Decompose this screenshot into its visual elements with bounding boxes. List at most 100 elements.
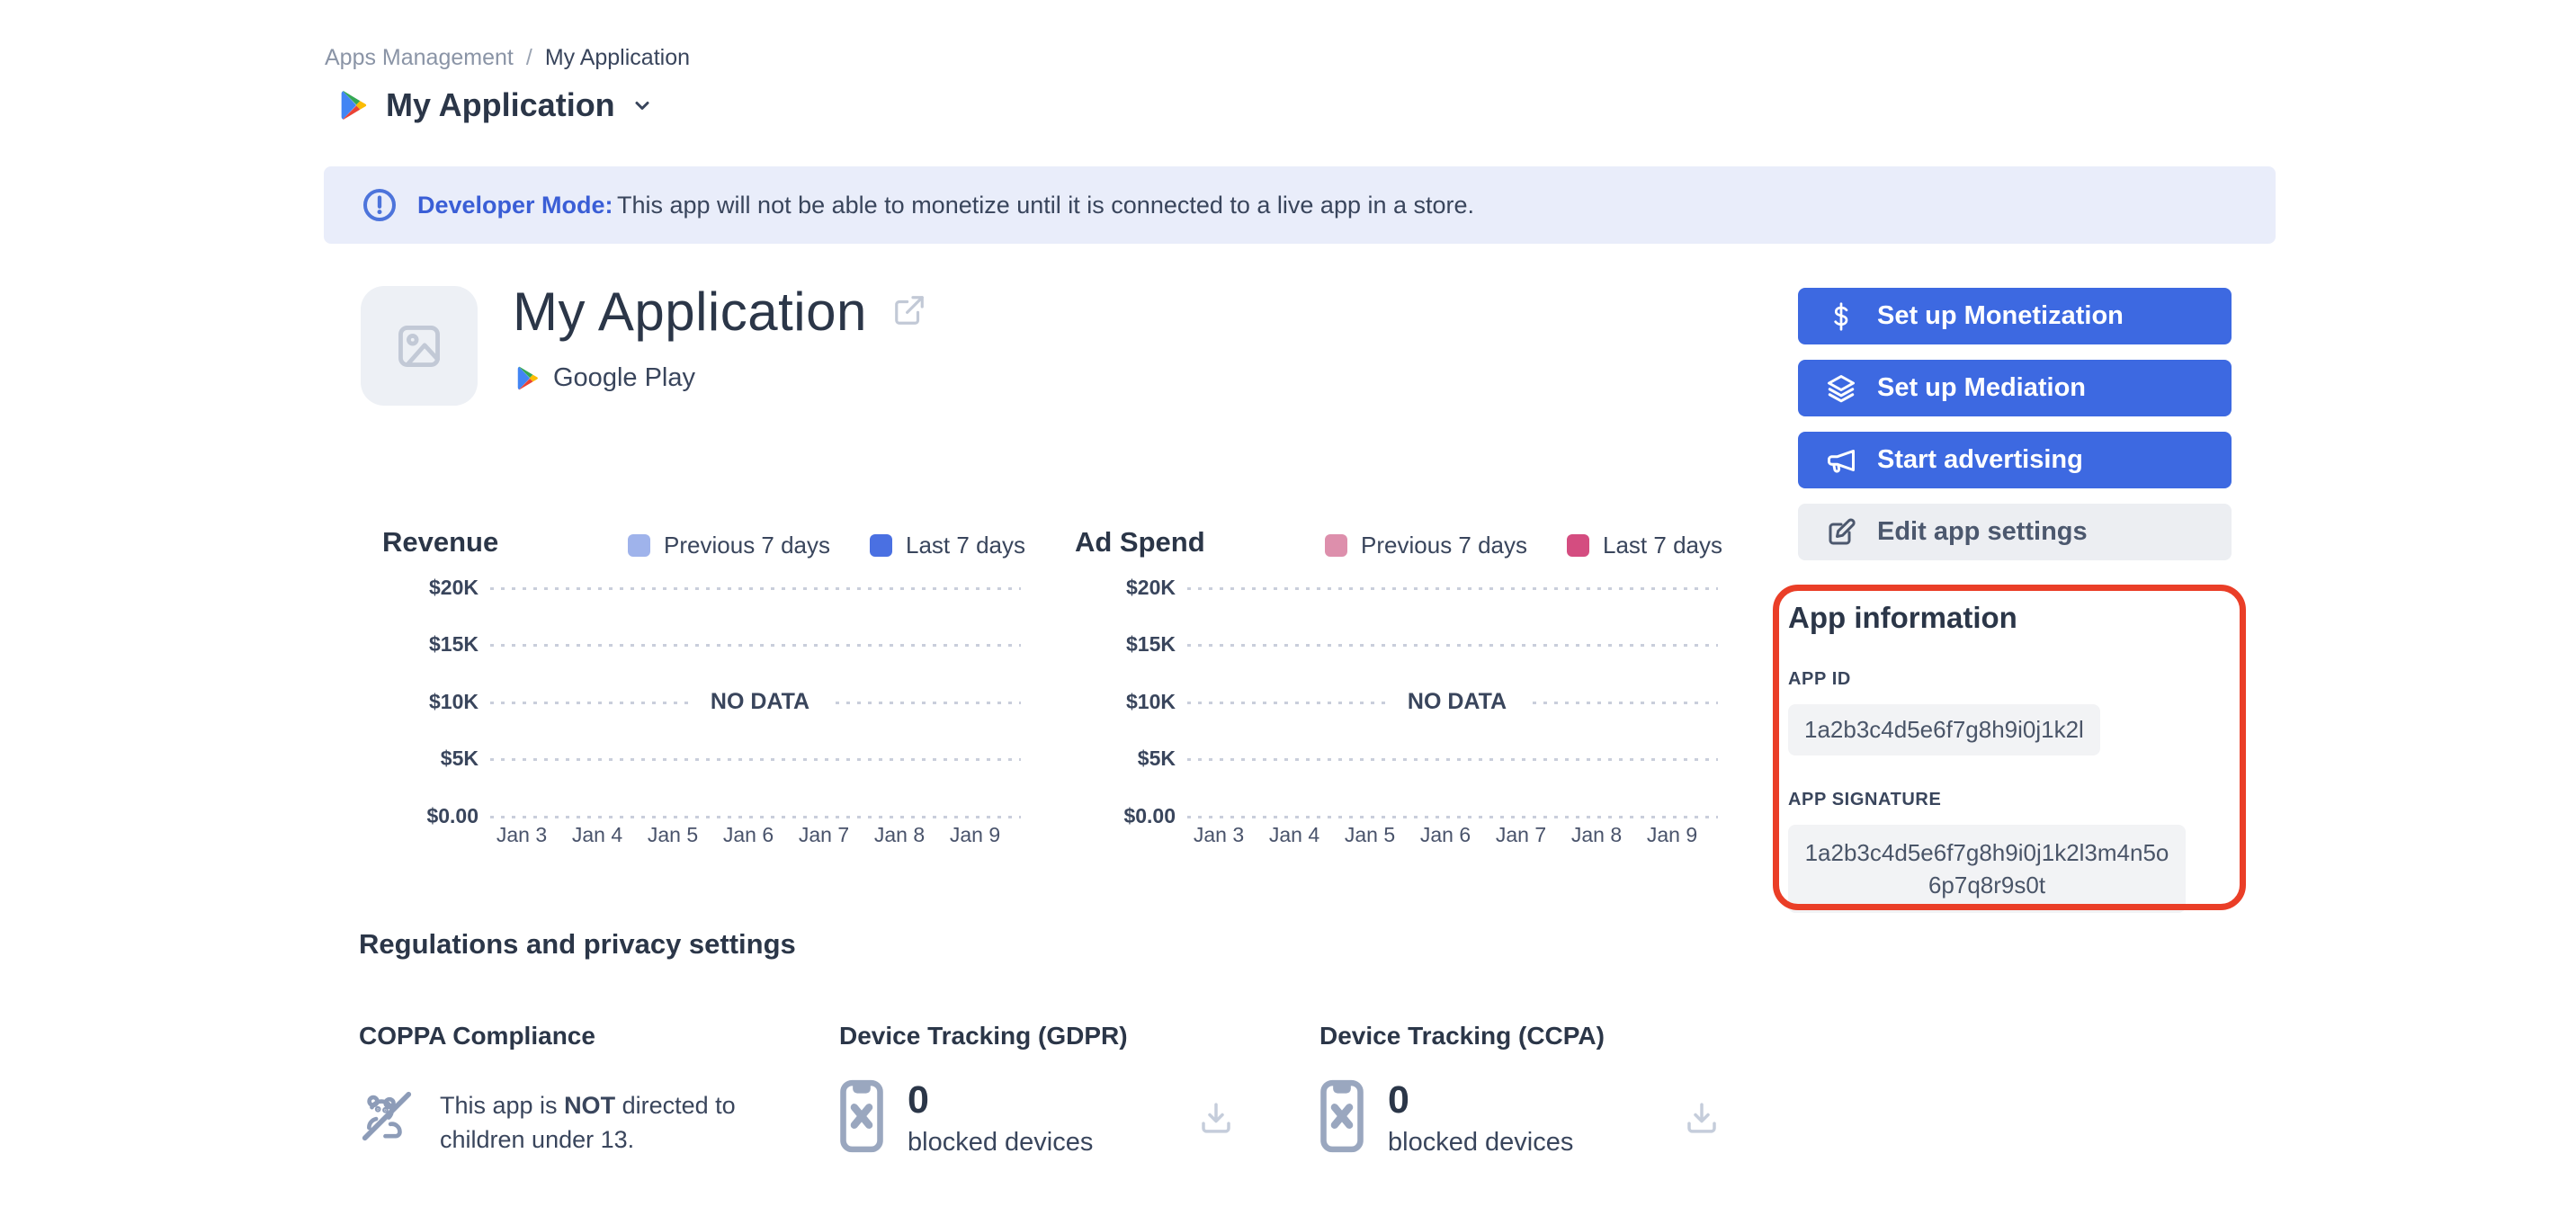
chart-legend: Previous 7 days Last 7 days bbox=[628, 532, 1025, 559]
google-play-icon bbox=[514, 365, 541, 391]
app-information-card: App information APP ID 1a2b3c4d5e6f7g8h9… bbox=[1788, 601, 2231, 913]
no-data-label: NO DATA bbox=[1387, 687, 1527, 716]
legend-swatch-previous bbox=[1325, 534, 1348, 557]
legend-item-last: Last 7 days bbox=[870, 532, 1025, 559]
y-axis-tick: $0.00 bbox=[1123, 803, 1176, 827]
action-buttons: Set up Monetization Set up Mediation Sta… bbox=[1798, 288, 2232, 560]
y-axis-tick: $5K bbox=[1137, 747, 1176, 770]
gridline bbox=[490, 586, 1021, 590]
coppa-title: COPPA Compliance bbox=[359, 1022, 595, 1050]
legend-item-previous: Previous 7 days bbox=[1325, 532, 1527, 559]
legend-item-last: Last 7 days bbox=[1567, 532, 1722, 559]
ccpa-title: Device Tracking (CCPA) bbox=[1319, 1022, 1605, 1050]
legend-swatch-last bbox=[870, 534, 893, 557]
set-up-mediation-button[interactable]: Set up Mediation bbox=[1798, 360, 2232, 416]
edit-icon bbox=[1825, 516, 1857, 549]
legend-label: Last 7 days bbox=[906, 532, 1025, 559]
gridline bbox=[490, 758, 1021, 761]
app-store-platform: Google Play bbox=[514, 363, 695, 393]
x-axis-label: Jan 7 bbox=[1495, 823, 1547, 846]
y-axis-tick: $15K bbox=[1126, 632, 1176, 656]
gridline bbox=[1187, 815, 1718, 818]
breadcrumb: Apps Management / My Application bbox=[325, 45, 690, 71]
x-axis-label: Jan 4 bbox=[1268, 823, 1320, 846]
ccpa-blocked-count: 0 bbox=[1388, 1078, 1409, 1122]
set-up-monetization-button[interactable]: Set up Monetization bbox=[1798, 288, 2232, 344]
coppa-statement: This app is NOT directed to children und… bbox=[440, 1092, 736, 1153]
gridline-row: $0.00 bbox=[1075, 803, 1718, 828]
breadcrumb-current-app[interactable]: My Application bbox=[544, 45, 691, 70]
app-signature-value[interactable]: 1a2b3c4d5e6f7g8h9i0j1k2l3m4n5o6p7q8r9s0t bbox=[1788, 825, 2186, 913]
y-axis-tick: $10K bbox=[1126, 689, 1176, 713]
y-axis-tick: $20K bbox=[1126, 575, 1176, 599]
y-axis-tick: $5K bbox=[440, 747, 479, 770]
app-title-dropdown[interactable]: My Application bbox=[337, 86, 653, 124]
x-axis-label: Jan 3 bbox=[496, 823, 548, 846]
external-link-icon[interactable] bbox=[892, 293, 926, 327]
button-label: Set up Monetization bbox=[1877, 301, 2124, 330]
legend-item-previous: Previous 7 days bbox=[628, 532, 830, 559]
gdpr-tracking-block: Device Tracking (GDPR) 0 blocked devices bbox=[839, 1022, 1262, 1158]
app-signature-label: APP SIGNATURE bbox=[1788, 790, 1942, 809]
alert-circle-icon bbox=[362, 187, 398, 223]
x-axis-label: Jan 5 bbox=[647, 823, 699, 846]
ccpa-download-icon[interactable] bbox=[1683, 1099, 1721, 1137]
legend-swatch-previous bbox=[628, 534, 651, 557]
x-axis-label: Jan 9 bbox=[1646, 823, 1698, 846]
gridline bbox=[1187, 586, 1718, 590]
breadcrumb-apps-management[interactable]: Apps Management bbox=[325, 45, 514, 70]
megaphone-icon bbox=[1825, 444, 1857, 477]
x-axis-label: Jan 7 bbox=[798, 823, 850, 846]
legend-label: Previous 7 days bbox=[1361, 532, 1528, 559]
x-axis-label: Jan 6 bbox=[1419, 823, 1471, 846]
image-placeholder-icon bbox=[393, 320, 445, 372]
gridline-row: $15K bbox=[1075, 632, 1718, 657]
gridline bbox=[490, 644, 1021, 647]
y-axis-tick: $10K bbox=[429, 689, 479, 713]
chart-legend: Previous 7 days Last 7 days bbox=[1325, 532, 1722, 559]
blocked-phone-icon bbox=[1319, 1079, 1364, 1153]
x-axis-label: Jan 4 bbox=[571, 823, 623, 846]
legend-label: Previous 7 days bbox=[664, 532, 831, 559]
x-axis-label: Jan 3 bbox=[1193, 823, 1245, 846]
app-name-heading: My Application bbox=[513, 282, 867, 342]
gdpr-title: Device Tracking (GDPR) bbox=[839, 1022, 1128, 1050]
developer-mode-banner: Developer Mode: This app will not be abl… bbox=[324, 166, 2276, 244]
ccpa-tracking-block: Device Tracking (CCPA) 0 blocked devices bbox=[1319, 1022, 1742, 1158]
coppa-not-emphasis: NOT bbox=[564, 1092, 616, 1119]
gridline-row: $15K bbox=[382, 632, 1021, 657]
x-axis-label: Jan 6 bbox=[722, 823, 774, 846]
edit-app-settings-button[interactable]: Edit app settings bbox=[1798, 504, 2232, 560]
legend-swatch-last bbox=[1567, 534, 1590, 557]
app-id-value[interactable]: 1a2b3c4d5e6f7g8h9i0j1k2l bbox=[1788, 704, 2100, 755]
gridline bbox=[1187, 644, 1718, 647]
revenue-chart: Revenue Previous 7 days Last 7 days $20K… bbox=[382, 517, 1025, 877]
no-data-label: NO DATA bbox=[690, 687, 830, 716]
gridline bbox=[490, 815, 1021, 818]
chevron-down-icon[interactable] bbox=[631, 94, 653, 116]
banner-label: Developer Mode: bbox=[417, 191, 613, 219]
gridline-row: $5K bbox=[1075, 747, 1718, 772]
chart-title: Revenue bbox=[382, 526, 499, 558]
blocked-phone-icon bbox=[839, 1079, 884, 1153]
coppa-bear-slash-icon bbox=[359, 1088, 415, 1144]
ad-spend-chart: Ad Spend Previous 7 days Last 7 days $20… bbox=[1075, 517, 1722, 877]
chart-title: Ad Spend bbox=[1075, 526, 1205, 558]
y-axis-tick: $0.00 bbox=[426, 803, 479, 827]
platform-label: Google Play bbox=[553, 363, 695, 392]
start-advertising-button[interactable]: Start advertising bbox=[1798, 432, 2232, 488]
google-play-icon bbox=[337, 89, 370, 121]
gdpr-blocked-count: 0 bbox=[908, 1078, 929, 1122]
gridline bbox=[1187, 758, 1718, 761]
x-axis-label: Jan 8 bbox=[1570, 823, 1623, 846]
ccpa-blocked-label: blocked devices bbox=[1388, 1128, 1574, 1157]
regulations-section-title: Regulations and privacy settings bbox=[359, 928, 796, 960]
x-axis-label: Jan 9 bbox=[949, 823, 1001, 846]
button-label: Edit app settings bbox=[1877, 517, 2088, 546]
gridline-row: $5K bbox=[382, 747, 1021, 772]
page-title: My Application bbox=[386, 86, 615, 123]
gdpr-download-icon[interactable] bbox=[1197, 1099, 1235, 1137]
y-axis-tick: $20K bbox=[429, 575, 479, 599]
legend-label: Last 7 days bbox=[1603, 532, 1722, 559]
